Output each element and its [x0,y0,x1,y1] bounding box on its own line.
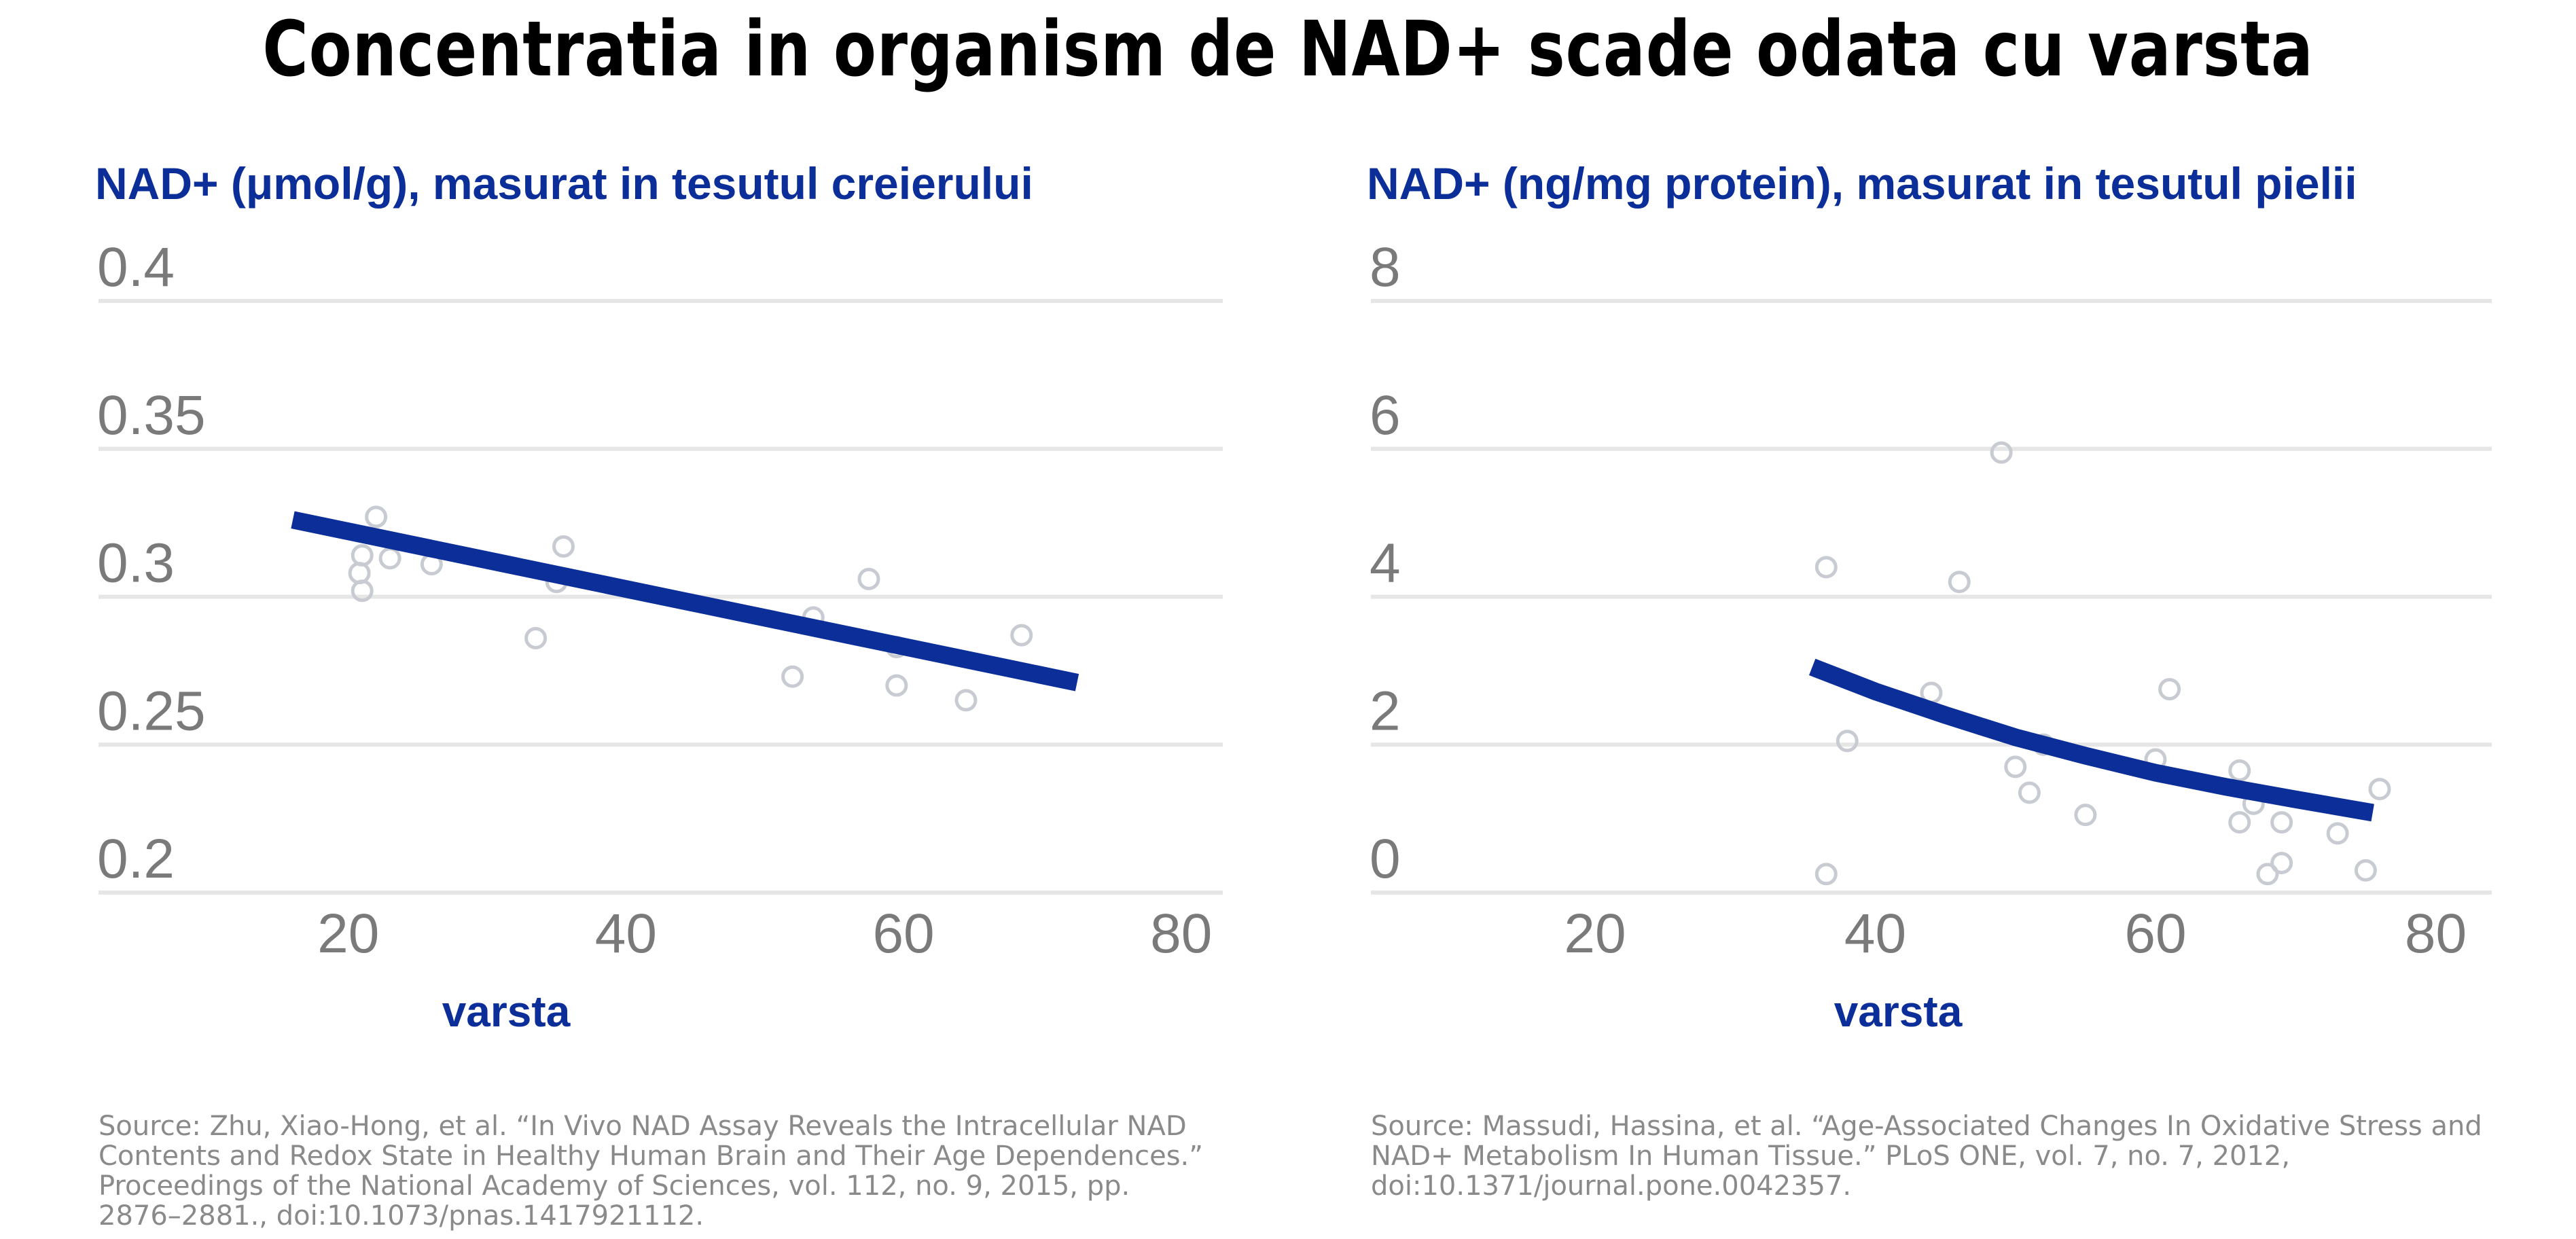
y-tick-label: 0 [1370,828,1401,890]
data-point [351,579,374,603]
left-source-citation: Source: Zhu, Xiao-Hong, et al. “In Vivo … [99,1111,1203,1232]
data-point [2368,778,2391,801]
data-point [2004,755,2027,778]
left-panel-title: NAD+ (μmol/g), masurat in tesutul creier… [95,158,1033,209]
data-point [2354,859,2377,882]
data-point [2158,678,2181,701]
data-point [2018,781,2041,804]
left-chart: 0.2 0.25 0.3 0.35 0.4 20 40 60 80 [97,236,1223,965]
right-panel-title: NAD+ (ng/mg protein), masurat in tesutul… [1367,158,2357,209]
right-x-axis-label: varsta [1833,987,1963,1036]
y-tick-label: 0.4 [97,236,175,298]
data-point [2256,863,2279,886]
x-tick-label: 20 [317,903,379,965]
data-point [857,567,880,590]
data-point [351,544,374,567]
x-tick-label: 40 [595,903,657,965]
y-tick-label: 2 [1370,680,1401,742]
data-point [1948,571,1971,594]
y-tick-label: 8 [1370,236,1401,298]
data-point [1836,730,1859,753]
y-tick-label: 0.25 [97,680,206,742]
x-tick-label: 60 [872,903,934,965]
y-tick-label: 6 [1370,384,1401,446]
x-tick-label: 40 [1844,903,1906,965]
data-point [781,665,804,688]
y-tick-label: 0.3 [97,533,175,594]
chart-main-title: Concentratia in organism de NAD+ scade o… [262,5,2314,94]
y-tick-label: 0.2 [97,828,175,890]
data-point [954,689,978,712]
trend-line [1808,658,2374,822]
left-x-axis-label: varsta [442,987,571,1036]
x-tick-label: 80 [2405,903,2467,965]
data-point [524,626,548,649]
data-point [365,505,388,528]
x-tick-label: 60 [2124,903,2186,965]
right-source-citation: Source: Massudi, Hassina, et al. “Age-As… [1371,1111,2482,1202]
data-point [378,547,401,570]
y-tick-label: 0.35 [97,384,206,446]
data-point [1010,624,1033,647]
data-point [2228,759,2251,782]
data-point [2270,811,2293,834]
x-tick-label: 20 [1564,903,1626,965]
data-point [552,535,575,558]
data-point [885,674,908,697]
data-point [2074,804,2097,827]
data-point [1814,863,1838,886]
right-chart: 0 2 4 6 8 20 40 60 80 [1370,236,2492,965]
data-point [348,562,371,585]
data-point [2326,822,2349,845]
data-point [2270,851,2293,874]
y-tick-label: 4 [1370,533,1401,594]
data-point [1990,441,2013,464]
x-tick-label: 80 [1150,903,1212,965]
data-point [2228,811,2251,834]
data-point [1814,556,1838,579]
trend-line [291,511,1079,692]
